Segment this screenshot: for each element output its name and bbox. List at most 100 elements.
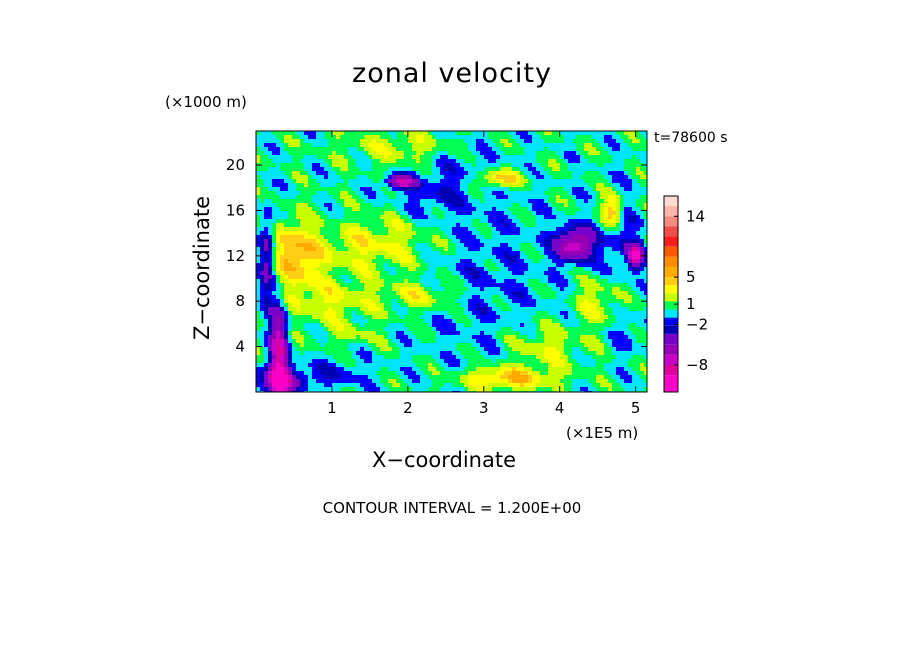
heatmap-cell — [512, 255, 516, 259]
heatmap-cell — [380, 319, 384, 323]
heatmap-cell — [328, 183, 332, 187]
heatmap-cell — [376, 211, 380, 215]
heatmap-cell — [372, 227, 376, 231]
heatmap-cell — [268, 303, 272, 307]
heatmap-cell — [512, 323, 516, 327]
heatmap-cell — [444, 331, 448, 335]
heatmap-cell — [560, 139, 564, 143]
heatmap-cell — [600, 311, 604, 315]
heatmap-cell — [512, 135, 516, 139]
heatmap-cell — [600, 207, 604, 211]
heatmap-cell — [460, 247, 464, 251]
heatmap-cell — [396, 283, 400, 287]
heatmap-cell — [500, 303, 504, 307]
heatmap-cell — [484, 247, 488, 251]
heatmap-cell — [348, 223, 352, 227]
heatmap-cell — [288, 307, 292, 311]
heatmap-cell — [308, 255, 312, 259]
heatmap-cell — [396, 271, 400, 275]
heatmap-cell — [552, 223, 556, 227]
heatmap-cell — [640, 203, 644, 207]
heatmap-cell — [544, 231, 548, 235]
heatmap-cell — [580, 319, 584, 323]
heatmap-cell — [340, 267, 344, 271]
heatmap-cell — [524, 159, 528, 163]
heatmap-cell — [584, 143, 588, 147]
heatmap-cell — [636, 163, 640, 167]
heatmap-cell — [388, 147, 392, 151]
heatmap-cell — [556, 299, 560, 303]
heatmap-cell — [500, 275, 504, 279]
heatmap-cell — [448, 143, 452, 147]
heatmap-cell — [324, 191, 328, 195]
heatmap-cell — [520, 235, 524, 239]
heatmap-cell — [636, 179, 640, 183]
heatmap-cell — [564, 311, 568, 315]
heatmap-cell — [476, 263, 480, 267]
heatmap-cell — [576, 163, 580, 167]
heatmap-cell — [256, 331, 260, 335]
heatmap-cell — [344, 147, 348, 151]
heatmap-cell — [368, 143, 372, 147]
heatmap-cell — [396, 319, 400, 323]
heatmap-cell — [408, 263, 412, 267]
heatmap-cell — [272, 303, 276, 307]
heatmap-cell — [568, 207, 572, 211]
heatmap-cell — [436, 307, 440, 311]
heatmap-cell — [352, 283, 356, 287]
heatmap-cell — [540, 327, 544, 331]
heatmap-cell — [604, 315, 608, 319]
heatmap-cell — [268, 283, 272, 287]
heatmap-cell — [364, 247, 368, 251]
heatmap-cell — [360, 287, 364, 291]
heatmap-cell — [452, 175, 456, 179]
heatmap-cell — [368, 203, 372, 207]
heatmap-cell — [556, 255, 560, 259]
heatmap-cell — [280, 171, 284, 175]
heatmap-cell — [536, 187, 540, 191]
heatmap-cell — [508, 295, 512, 299]
heatmap-cell — [364, 187, 368, 191]
heatmap-cell — [484, 179, 488, 183]
heatmap-cell — [316, 163, 320, 167]
heatmap-cell — [572, 235, 576, 239]
heatmap-cell — [456, 211, 460, 215]
heatmap-cell — [524, 331, 528, 335]
heatmap-cell — [396, 215, 400, 219]
heatmap-cell — [500, 171, 504, 175]
heatmap-cell — [600, 171, 604, 175]
heatmap-cell — [396, 243, 400, 247]
heatmap-cell — [400, 279, 404, 283]
heatmap-cell — [360, 327, 364, 331]
heatmap-cell — [644, 295, 647, 299]
heatmap-cell — [356, 255, 360, 259]
heatmap-cell — [304, 279, 308, 283]
heatmap-cell — [584, 279, 588, 283]
heatmap-cell — [380, 135, 384, 139]
heatmap-cell — [536, 199, 540, 203]
heatmap-cell — [348, 155, 352, 159]
heatmap-cell — [452, 147, 456, 151]
heatmap-cell — [580, 175, 584, 179]
heatmap-cell — [292, 303, 296, 307]
heatmap-cell — [296, 251, 300, 255]
heatmap-cell — [528, 167, 532, 171]
heatmap-cell — [556, 287, 560, 291]
heatmap-cell — [544, 323, 548, 327]
heatmap-cell — [316, 327, 320, 331]
heatmap-cell — [592, 159, 596, 163]
heatmap-cell — [464, 171, 468, 175]
heatmap-cell — [372, 215, 376, 219]
heatmap-cell — [460, 159, 464, 163]
heatmap-cell — [264, 163, 268, 167]
heatmap-cell — [464, 195, 468, 199]
heatmap-cell — [472, 247, 476, 251]
heatmap-cell — [400, 327, 404, 331]
heatmap-cell — [376, 259, 380, 263]
heatmap-cell — [464, 227, 468, 231]
heatmap-cell — [276, 307, 280, 311]
heatmap-cell — [376, 219, 380, 223]
heatmap-cell — [348, 235, 352, 239]
heatmap-cell — [264, 171, 268, 175]
heatmap-cell — [396, 295, 400, 299]
